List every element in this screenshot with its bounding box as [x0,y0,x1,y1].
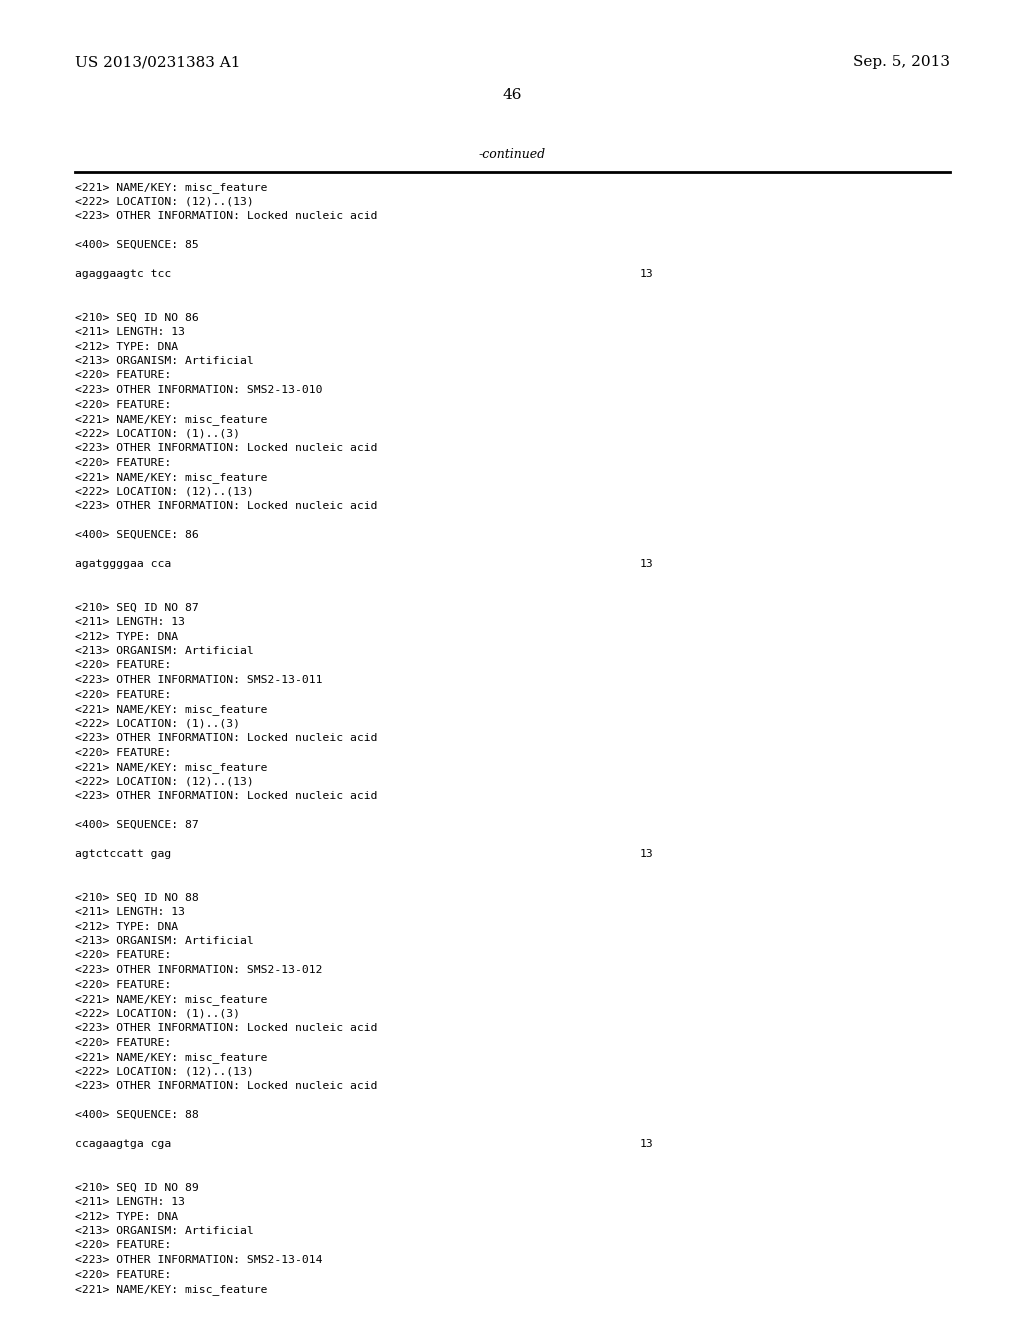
Text: -continued: -continued [478,148,546,161]
Text: <212> TYPE: DNA: <212> TYPE: DNA [75,921,178,932]
Text: <222> LOCATION: (12)..(13): <222> LOCATION: (12)..(13) [75,487,254,496]
Text: <211> LENGTH: 13: <211> LENGTH: 13 [75,1197,185,1206]
Text: <212> TYPE: DNA: <212> TYPE: DNA [75,631,178,642]
Text: <211> LENGTH: 13: <211> LENGTH: 13 [75,616,185,627]
Text: <220> FEATURE:: <220> FEATURE: [75,950,171,961]
Text: <400> SEQUENCE: 85: <400> SEQUENCE: 85 [75,240,199,249]
Text: <223> OTHER INFORMATION: Locked nucleic acid: <223> OTHER INFORMATION: Locked nucleic … [75,791,378,801]
Text: <222> LOCATION: (1)..(3): <222> LOCATION: (1)..(3) [75,1008,240,1019]
Text: <221> NAME/KEY: misc_feature: <221> NAME/KEY: misc_feature [75,994,267,1005]
Text: agatggggaa cca: agatggggaa cca [75,558,171,569]
Text: <223> OTHER INFORMATION: Locked nucleic acid: <223> OTHER INFORMATION: Locked nucleic … [75,1023,378,1034]
Text: 13: 13 [640,849,653,859]
Text: <223> OTHER INFORMATION: SMS2-13-010: <223> OTHER INFORMATION: SMS2-13-010 [75,385,323,395]
Text: <213> ORGANISM: Artificial: <213> ORGANISM: Artificial [75,936,254,946]
Text: <213> ORGANISM: Artificial: <213> ORGANISM: Artificial [75,645,254,656]
Text: ccagaagtga cga: ccagaagtga cga [75,1139,171,1148]
Text: <213> ORGANISM: Artificial: <213> ORGANISM: Artificial [75,356,254,366]
Text: <223> OTHER INFORMATION: Locked nucleic acid: <223> OTHER INFORMATION: Locked nucleic … [75,502,378,511]
Text: <400> SEQUENCE: 86: <400> SEQUENCE: 86 [75,531,199,540]
Text: <400> SEQUENCE: 88: <400> SEQUENCE: 88 [75,1110,199,1119]
Text: <213> ORGANISM: Artificial: <213> ORGANISM: Artificial [75,1226,254,1236]
Text: <212> TYPE: DNA: <212> TYPE: DNA [75,342,178,351]
Text: <223> OTHER INFORMATION: Locked nucleic acid: <223> OTHER INFORMATION: Locked nucleic … [75,211,378,220]
Text: <221> NAME/KEY: misc_feature: <221> NAME/KEY: misc_feature [75,182,267,193]
Text: <223> OTHER INFORMATION: SMS2-13-012: <223> OTHER INFORMATION: SMS2-13-012 [75,965,323,975]
Text: <222> LOCATION: (12)..(13): <222> LOCATION: (12)..(13) [75,197,254,206]
Text: <221> NAME/KEY: misc_feature: <221> NAME/KEY: misc_feature [75,1052,267,1063]
Text: 13: 13 [640,269,653,279]
Text: <220> FEATURE:: <220> FEATURE: [75,458,171,467]
Text: <223> OTHER INFORMATION: Locked nucleic acid: <223> OTHER INFORMATION: Locked nucleic … [75,1081,378,1092]
Text: <222> LOCATION: (1)..(3): <222> LOCATION: (1)..(3) [75,718,240,729]
Text: 46: 46 [502,88,522,102]
Text: <400> SEQUENCE: 87: <400> SEQUENCE: 87 [75,820,199,830]
Text: <221> NAME/KEY: misc_feature: <221> NAME/KEY: misc_feature [75,1284,267,1295]
Text: Sep. 5, 2013: Sep. 5, 2013 [853,55,950,69]
Text: <220> FEATURE:: <220> FEATURE: [75,747,171,758]
Text: <221> NAME/KEY: misc_feature: <221> NAME/KEY: misc_feature [75,762,267,774]
Text: <211> LENGTH: 13: <211> LENGTH: 13 [75,907,185,917]
Text: <221> NAME/KEY: misc_feature: <221> NAME/KEY: misc_feature [75,704,267,715]
Text: <211> LENGTH: 13: <211> LENGTH: 13 [75,327,185,337]
Text: <223> OTHER INFORMATION: Locked nucleic acid: <223> OTHER INFORMATION: Locked nucleic … [75,444,378,453]
Text: <220> FEATURE:: <220> FEATURE: [75,1038,171,1048]
Text: <221> NAME/KEY: misc_feature: <221> NAME/KEY: misc_feature [75,414,267,425]
Text: agaggaagtc tcc: agaggaagtc tcc [75,269,171,279]
Text: 13: 13 [640,1139,653,1148]
Text: <223> OTHER INFORMATION: SMS2-13-011: <223> OTHER INFORMATION: SMS2-13-011 [75,675,323,685]
Text: <222> LOCATION: (1)..(3): <222> LOCATION: (1)..(3) [75,429,240,438]
Text: agtctccatt gag: agtctccatt gag [75,849,171,859]
Text: <210> SEQ ID NO 89: <210> SEQ ID NO 89 [75,1183,199,1192]
Text: <210> SEQ ID NO 86: <210> SEQ ID NO 86 [75,313,199,322]
Text: <220> FEATURE:: <220> FEATURE: [75,400,171,409]
Text: <220> FEATURE:: <220> FEATURE: [75,660,171,671]
Text: <220> FEATURE:: <220> FEATURE: [75,689,171,700]
Text: <220> FEATURE:: <220> FEATURE: [75,371,171,380]
Text: <223> OTHER INFORMATION: SMS2-13-014: <223> OTHER INFORMATION: SMS2-13-014 [75,1255,323,1265]
Text: <210> SEQ ID NO 88: <210> SEQ ID NO 88 [75,892,199,903]
Text: US 2013/0231383 A1: US 2013/0231383 A1 [75,55,241,69]
Text: <210> SEQ ID NO 87: <210> SEQ ID NO 87 [75,602,199,612]
Text: <222> LOCATION: (12)..(13): <222> LOCATION: (12)..(13) [75,776,254,787]
Text: <220> FEATURE:: <220> FEATURE: [75,1270,171,1279]
Text: <221> NAME/KEY: misc_feature: <221> NAME/KEY: misc_feature [75,473,267,483]
Text: <222> LOCATION: (12)..(13): <222> LOCATION: (12)..(13) [75,1067,254,1077]
Text: <223> OTHER INFORMATION: Locked nucleic acid: <223> OTHER INFORMATION: Locked nucleic … [75,733,378,743]
Text: <220> FEATURE:: <220> FEATURE: [75,1241,171,1250]
Text: <212> TYPE: DNA: <212> TYPE: DNA [75,1212,178,1221]
Text: <220> FEATURE:: <220> FEATURE: [75,979,171,990]
Text: 13: 13 [640,558,653,569]
